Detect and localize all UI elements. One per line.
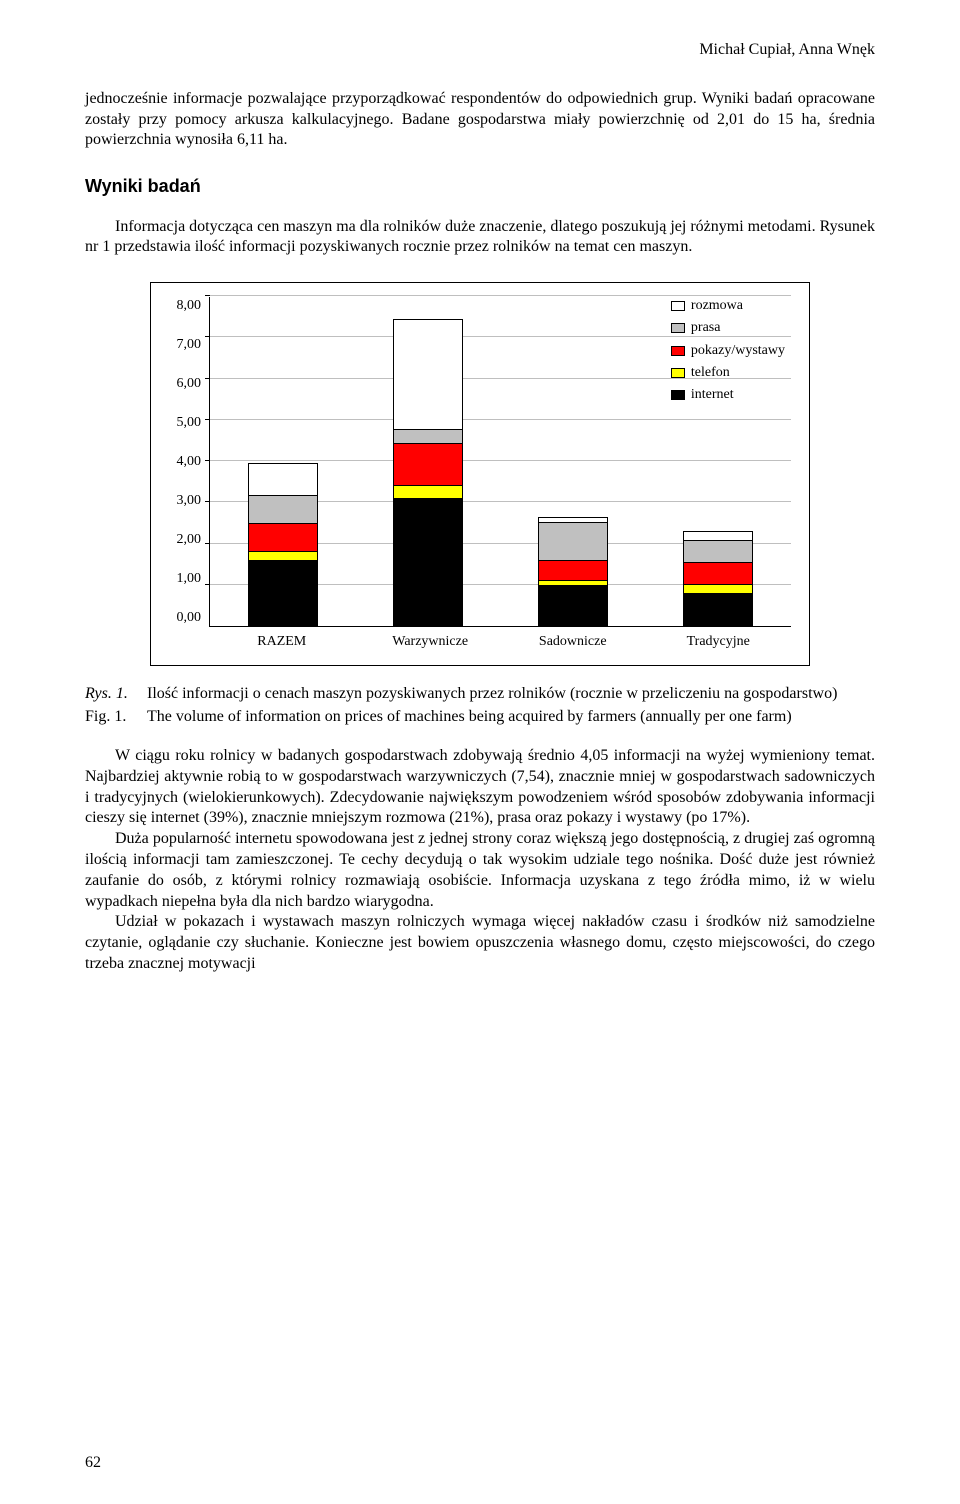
x-label: RAZEM — [247, 633, 317, 651]
legend-swatch — [671, 301, 685, 311]
legend-item: telefon — [671, 364, 785, 382]
legend-label: prasa — [691, 319, 721, 337]
y-tick-label: 6,00 — [169, 375, 201, 393]
paragraph-1: jednocześnie informacje pozwalające przy… — [85, 89, 875, 151]
legend-label: pokazy/wystawy — [691, 342, 785, 360]
bar-warzywnicze — [393, 320, 463, 626]
paragraph-2: Informacja dotycząca cen maszyn ma dla r… — [85, 217, 875, 259]
y-tick-label: 7,00 — [169, 336, 201, 354]
caption-rys-text: Ilość informacji o cenach maszyn pozyski… — [147, 684, 875, 705]
seg-pokazywystawy — [393, 443, 463, 486]
gridline — [210, 419, 791, 420]
legend-item: rozmowa — [671, 297, 785, 315]
seg-prasa — [248, 495, 318, 524]
x-label: Sadownicze — [538, 633, 608, 651]
bar-sadownicze — [538, 518, 608, 626]
caption-rys-label: Rys. 1. — [85, 684, 147, 705]
legend-label: internet — [691, 386, 734, 404]
authors-line: Michał Cupiał, Anna Wnęk — [85, 40, 875, 61]
seg-telefon — [393, 485, 463, 499]
gridline — [210, 460, 791, 461]
y-tick-label: 3,00 — [169, 492, 201, 510]
gridline — [210, 295, 791, 296]
bar-razem — [248, 464, 318, 626]
y-tick-label: 1,00 — [169, 570, 201, 588]
paragraph-4: Duża popularność internetu spowodowana j… — [85, 829, 875, 912]
seg-internet — [538, 585, 608, 626]
y-tick-label: 8,00 — [169, 297, 201, 315]
legend-item: internet — [671, 386, 785, 404]
seg-internet — [393, 498, 463, 626]
seg-prasa — [683, 540, 753, 563]
y-tick-label: 4,00 — [169, 453, 201, 471]
seg-rozmowa — [393, 319, 463, 430]
seg-pokazywystawy — [538, 560, 608, 581]
paragraph-5: Udział w pokazach i wystawach maszyn rol… — [85, 912, 875, 974]
legend-label: telefon — [691, 364, 730, 382]
page-number: 62 — [85, 1453, 101, 1474]
caption-fig-label: Fig. 1. — [85, 707, 147, 728]
legend-swatch — [671, 390, 685, 400]
seg-pokazywystawy — [683, 562, 753, 585]
seg-internet — [248, 560, 318, 626]
legend-swatch — [671, 346, 685, 356]
chart-legend: rozmowa prasa pokazy/wystawy telefon interne… — [671, 297, 785, 408]
legend-swatch — [671, 323, 685, 333]
chart-container: 8,00 7,00 6,00 5,00 4,00 3,00 2,00 1,00 0,00 RAZ… — [85, 282, 875, 666]
bar-tradycyjne — [683, 532, 753, 626]
legend-item: pokazy/wystawy — [671, 342, 785, 360]
y-tick-label: 2,00 — [169, 531, 201, 549]
y-tick-label: 5,00 — [169, 414, 201, 432]
legend-label: rozmowa — [691, 297, 743, 315]
x-axis-labels: RAZEM Warzywnicze Sadownicze Tradycyjne — [209, 633, 791, 651]
paragraph-3: W ciągu roku rolnicy w badanych gospodar… — [85, 746, 875, 829]
y-tick-label: 0,00 — [169, 609, 201, 627]
seg-internet — [683, 593, 753, 626]
figure-caption: Rys. 1. Ilość informacji o cenach maszyn… — [85, 684, 875, 728]
seg-rozmowa — [248, 463, 318, 496]
legend-item: prasa — [671, 319, 785, 337]
section-header: Wyniki badań — [85, 175, 875, 198]
seg-prasa — [393, 429, 463, 443]
legend-swatch — [671, 368, 685, 378]
seg-pokazywystawy — [248, 523, 318, 552]
x-label: Warzywnicze — [392, 633, 462, 651]
y-axis-labels: 8,00 7,00 6,00 5,00 4,00 3,00 2,00 1,00 0,00 — [169, 297, 201, 627]
caption-fig-text: The volume of information on prices of m… — [147, 707, 875, 728]
seg-prasa — [538, 522, 608, 561]
chart-box: 8,00 7,00 6,00 5,00 4,00 3,00 2,00 1,00 0,00 RAZ… — [150, 282, 810, 666]
x-label: Tradycyjne — [683, 633, 753, 651]
